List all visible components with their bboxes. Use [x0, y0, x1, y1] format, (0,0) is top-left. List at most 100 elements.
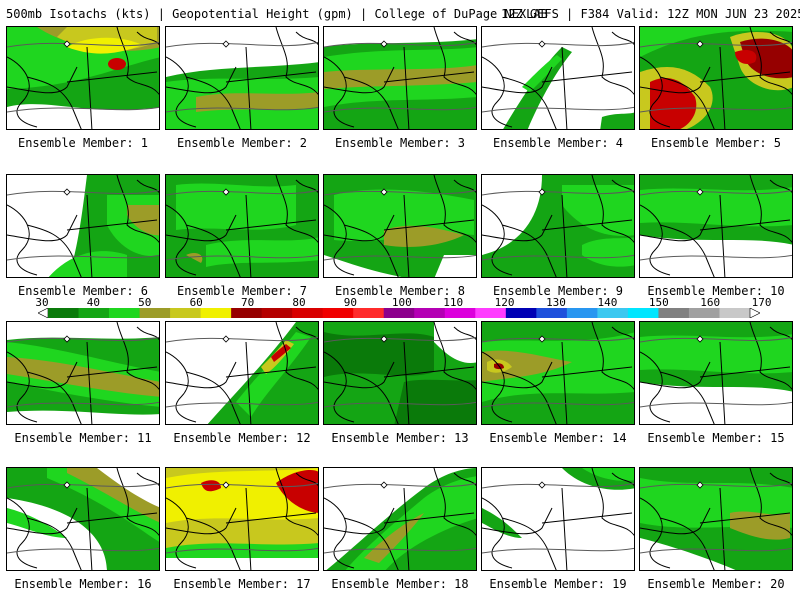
ensemble-member-map [323, 26, 477, 130]
ensemble-member-label: Ensemble Member: 3 [334, 136, 466, 150]
ensemble-member-map [165, 174, 319, 278]
colorbar-segment [414, 308, 446, 318]
map-title: 500mb Isotachs (kts) | Geopotential Heig… [6, 7, 548, 21]
colorbar-segment [170, 308, 202, 318]
wind-field-map [640, 322, 792, 424]
colorbar-segment [475, 308, 507, 318]
wind-field-map [324, 175, 476, 277]
colorbar-segment [566, 308, 598, 318]
colorbar-segment [597, 308, 629, 318]
colorbar-tick-label: 130 [546, 296, 566, 309]
ensemble-member-label: Ensemble Member: 4 [492, 136, 624, 150]
colorbar-tick-label: 50 [138, 296, 152, 309]
colorbar-tick-label: 30 [35, 296, 49, 309]
ensemble-member-map [481, 467, 635, 571]
wind-field-map [166, 322, 318, 424]
colorbar-segment [353, 308, 385, 318]
colorbar-segment [627, 308, 659, 318]
ensemble-member-map [481, 174, 635, 278]
ensemble-member-map [165, 467, 319, 571]
colorbar-segment [536, 308, 568, 318]
wind-field-map [324, 468, 476, 570]
ensemble-member-label: Ensemble Member: 18 [331, 577, 469, 591]
ensemble-member-label: Ensemble Member: 15 [647, 431, 785, 445]
colorbar-segment [48, 308, 80, 318]
colorbar-tick-label: 40 [86, 296, 101, 309]
ensemble-member-map [6, 174, 160, 278]
colorbar-tick-label: 110 [443, 296, 464, 309]
wind-field-map [482, 175, 634, 277]
wind-speed-colorbar [38, 308, 760, 318]
ensemble-member-label: Ensemble Member: 13 [331, 431, 469, 445]
ensemble-member-map [639, 321, 793, 425]
ensemble-member-label: Ensemble Member: 8 [334, 284, 466, 298]
colorbar-tick-label: 80 [292, 296, 306, 309]
ensemble-member-label: Ensemble Member: 9 [492, 284, 624, 298]
wind-field-map [324, 27, 476, 129]
ensemble-member-label: Ensemble Member: 16 [14, 577, 152, 591]
ensemble-member-label: Ensemble Member: 6 [17, 284, 149, 298]
colorbar-arrow-right [749, 308, 760, 318]
ensemble-member-label: Ensemble Member: 20 [647, 577, 785, 591]
wind-field-map [640, 468, 792, 570]
colorbar-segment [292, 308, 324, 318]
colorbar-segment [688, 308, 720, 318]
wind-field-map [166, 175, 318, 277]
colorbar-segment [322, 308, 354, 318]
wind-field-map [7, 27, 159, 129]
ensemble-member-map [481, 26, 635, 130]
ensemble-member-map [323, 174, 477, 278]
ensemble-member-map [6, 321, 160, 425]
ensemble-member-label: Ensemble Member: 11 [14, 431, 152, 445]
colorbar-tick-label: 140 [597, 296, 618, 309]
wind-field-map [166, 27, 318, 129]
colorbar-segment [261, 308, 293, 318]
ensemble-member-map [639, 467, 793, 571]
ensemble-member-map [481, 321, 635, 425]
ensemble-member-map [639, 174, 793, 278]
wind-field-map [166, 468, 318, 570]
ensemble-member-map [6, 26, 160, 130]
colorbar-tick-label: 120 [494, 296, 515, 309]
colorbar-segment [78, 308, 110, 318]
colorbar-tick-label: 60 [189, 296, 203, 309]
colorbar-tick-label: 160 [700, 296, 721, 309]
ensemble-member-label: Ensemble Member: 12 [173, 431, 311, 445]
colorbar-tick-label: 170 [751, 296, 772, 309]
colorbar-arrow-left [38, 308, 49, 318]
wind-field-map [7, 322, 159, 424]
colorbar-segment [109, 308, 141, 318]
wind-field-map [324, 322, 476, 424]
wind-field-map [7, 175, 159, 277]
wind-field-map [640, 175, 792, 277]
ensemble-member-map [165, 321, 319, 425]
ensemble-member-label: Ensemble Member: 19 [489, 577, 627, 591]
ensemble-member-map [6, 467, 160, 571]
ensemble-member-map [323, 467, 477, 571]
wind-field-map [482, 322, 634, 424]
ensemble-member-map [165, 26, 319, 130]
colorbar-segment [719, 308, 751, 318]
ensemble-member-label: Ensemble Member: 5 [650, 136, 782, 150]
colorbar-segment [658, 308, 690, 318]
ensemble-member-label: Ensemble Member: 2 [176, 136, 308, 150]
ensemble-member-label: Ensemble Member: 1 [17, 136, 149, 150]
colorbar-segment [200, 308, 232, 318]
wind-field-map [482, 468, 634, 570]
wind-field-map [482, 27, 634, 129]
colorbar-segment [231, 308, 263, 318]
colorbar-segment [444, 308, 476, 318]
colorbar-tick-label: 150 [648, 296, 669, 309]
ensemble-member-label: Ensemble Member: 14 [489, 431, 627, 445]
ensemble-member-map [639, 26, 793, 130]
colorbar-segment [139, 308, 171, 318]
colorbar-tick-label: 100 [391, 296, 412, 309]
wind-field-map [640, 27, 792, 129]
colorbar-segment [505, 308, 537, 318]
ensemble-member-label: Ensemble Member: 17 [173, 577, 311, 591]
ensemble-member-map [323, 321, 477, 425]
ensemble-member-label: Ensemble Member: 10 [647, 284, 785, 298]
colorbar-tick-label: 70 [240, 296, 255, 309]
colorbar-segment [383, 308, 415, 318]
colorbar-tick-label: 90 [343, 296, 358, 309]
